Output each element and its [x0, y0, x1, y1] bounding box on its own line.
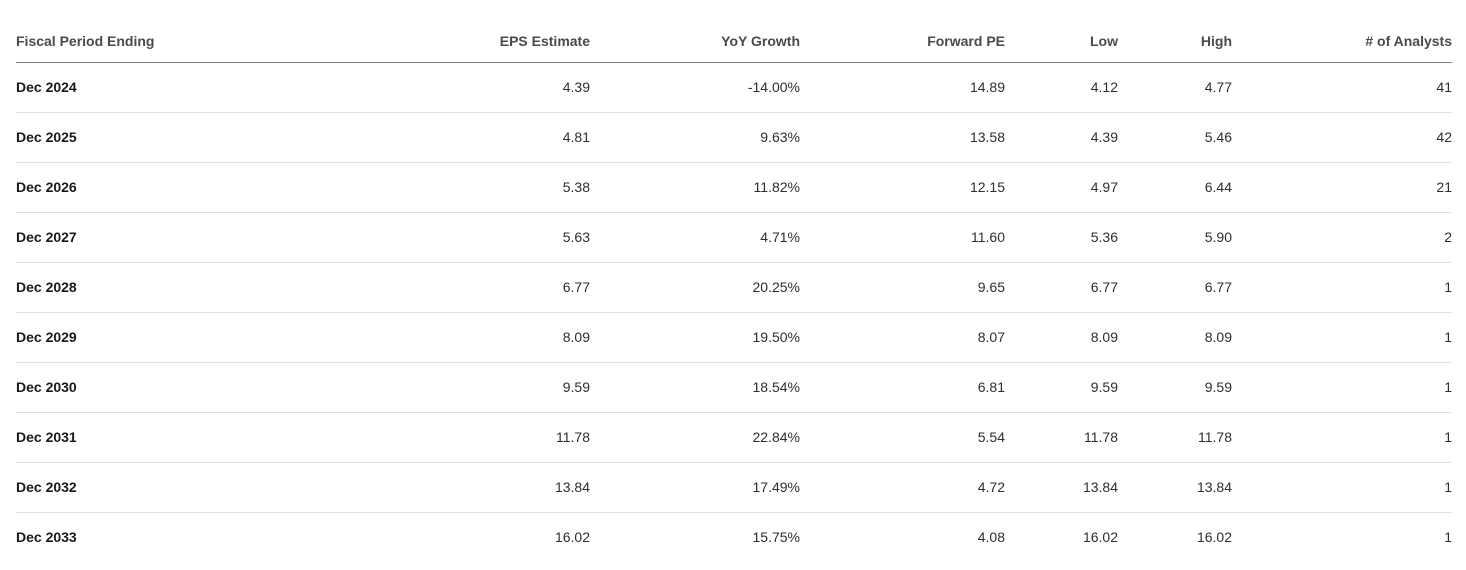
cell-forward_pe: 9.65 [800, 262, 1005, 313]
cell-analysts: 2 [1232, 212, 1452, 263]
cell-analysts: 42 [1232, 112, 1452, 163]
cell-yoy_growth: 20.25% [590, 262, 800, 313]
cell-yoy_growth: 9.63% [590, 112, 800, 163]
cell-yoy_growth: 17.49% [590, 462, 800, 513]
cell-high: 4.77 [1118, 62, 1232, 113]
cell-period: Dec 2028 [16, 262, 316, 313]
cell-yoy_growth: 22.84% [590, 412, 800, 463]
table-row: Dec 2031 11.78 22.84% 5.54 11.78 11.78 1 [16, 412, 1452, 463]
cell-eps_estimate: 5.38 [316, 162, 590, 213]
cell-low: 4.97 [1005, 162, 1118, 213]
cell-yoy_growth: 15.75% [752, 529, 800, 546]
cell-analysts: 1 [1232, 362, 1452, 413]
cell-eps_estimate: 8.09 [316, 312, 590, 363]
cell-high: 13.84 [1118, 462, 1232, 513]
table-row: Dec 2028 6.77 20.25% 9.65 6.77 6.77 1 [16, 262, 1452, 313]
cell-analysts: 1 [1232, 312, 1452, 363]
cell-yoy_growth: 18.54% [590, 362, 800, 413]
cell-low: 8.09 [1005, 312, 1118, 363]
table-row: Dec 2025 4.81 9.63% 13.58 4.39 5.46 42 [16, 112, 1452, 163]
cell-forward_pe: 11.60 [800, 212, 1005, 263]
cell-yoy_growth: 19.50% [590, 312, 800, 363]
cell-period: Dec 2033 [16, 529, 77, 546]
cell-forward_pe: 4.08 [977, 529, 1005, 546]
cell-forward_pe: 13.58 [800, 112, 1005, 163]
cell-forward_pe: 5.54 [800, 412, 1005, 463]
table-row: Dec 2024 4.39 -14.00% 14.89 4.12 4.77 41 [16, 62, 1452, 113]
table-row: Dec 2032 13.84 17.49% 4.72 13.84 13.84 1 [16, 462, 1452, 513]
cell-period: Dec 2025 [16, 112, 316, 163]
cell-low: 11.78 [1005, 412, 1118, 463]
cell-eps_estimate: 9.59 [316, 362, 590, 413]
cell-high: 6.44 [1118, 162, 1232, 213]
cell-eps_estimate: 5.63 [316, 212, 590, 263]
cell-high: 16.02 [1196, 529, 1232, 546]
cell-analysts: 1 [1232, 262, 1452, 313]
cell-period: Dec 2031 [16, 412, 316, 463]
column-header-eps_estimate: EPS Estimate [316, 20, 590, 63]
eps-estimates-table: Fiscal Period Ending EPS Estimate YoY Grow… [16, 20, 1452, 562]
cell-yoy_growth: -14.00% [590, 62, 800, 113]
column-header-high: High [1118, 20, 1232, 63]
column-header-analysts: # of Analysts [1232, 20, 1452, 63]
table-row: Dec 2027 5.63 4.71% 11.60 5.36 5.90 2 [16, 212, 1452, 263]
cell-low: 5.36 [1005, 212, 1118, 263]
table-row: Dec 2033 16.02 15.75% 4.08 16.02 16.02 1 [16, 512, 1452, 562]
cell-high: 11.78 [1118, 412, 1232, 463]
cell-eps_estimate: 13.84 [316, 462, 590, 513]
table-row: Dec 2030 9.59 18.54% 6.81 9.59 9.59 1 [16, 362, 1452, 413]
column-header-low: Low [1005, 20, 1118, 63]
cell-period: Dec 2024 [16, 62, 316, 113]
cell-analysts: 1 [1232, 412, 1452, 463]
cell-low: 6.77 [1005, 262, 1118, 313]
cell-period: Dec 2032 [16, 462, 316, 513]
cell-low: 16.02 [1082, 529, 1118, 546]
cell-low: 13.84 [1005, 462, 1118, 513]
table-body: Dec 2024 4.39 -14.00% 14.89 4.12 4.77 41 Dec 20… [16, 62, 1452, 562]
cell-high: 5.90 [1118, 212, 1232, 263]
table-header-row: Fiscal Period Ending EPS Estimate YoY Grow… [16, 20, 1452, 63]
column-header-forward_pe: Forward PE [800, 20, 1005, 63]
cell-forward_pe: 8.07 [800, 312, 1005, 363]
cell-high: 9.59 [1118, 362, 1232, 413]
cell-eps_estimate: 4.81 [316, 112, 590, 163]
cell-eps_estimate: 4.39 [316, 62, 590, 113]
cell-analysts: 21 [1232, 162, 1452, 213]
cell-forward_pe: 6.81 [800, 362, 1005, 413]
cell-eps_estimate: 6.77 [316, 262, 590, 313]
cell-eps_estimate: 11.78 [316, 412, 590, 463]
cell-forward_pe: 14.89 [800, 62, 1005, 113]
cell-period: Dec 2030 [16, 362, 316, 413]
cell-analysts: 1 [1444, 529, 1452, 546]
cell-eps_estimate: 16.02 [554, 529, 590, 546]
column-header-period: Fiscal Period Ending [16, 20, 316, 63]
cell-forward_pe: 4.72 [800, 462, 1005, 513]
cell-analysts: 41 [1232, 62, 1452, 113]
cell-high: 8.09 [1118, 312, 1232, 363]
table-row: Dec 2029 8.09 19.50% 8.07 8.09 8.09 1 [16, 312, 1452, 363]
cell-period: Dec 2026 [16, 162, 316, 213]
cell-high: 5.46 [1118, 112, 1232, 163]
cell-analysts: 1 [1232, 462, 1452, 513]
cell-yoy_growth: 11.82% [590, 162, 800, 213]
cell-high: 6.77 [1118, 262, 1232, 313]
cell-low: 4.39 [1005, 112, 1118, 163]
cell-forward_pe: 12.15 [800, 162, 1005, 213]
cell-low: 4.12 [1005, 62, 1118, 113]
cell-low: 9.59 [1005, 362, 1118, 413]
cell-period: Dec 2029 [16, 312, 316, 363]
column-header-yoy_growth: YoY Growth [590, 20, 800, 63]
cell-period: Dec 2027 [16, 212, 316, 263]
table-row: Dec 2026 5.38 11.82% 12.15 4.97 6.44 21 [16, 162, 1452, 213]
cell-yoy_growth: 4.71% [590, 212, 800, 263]
